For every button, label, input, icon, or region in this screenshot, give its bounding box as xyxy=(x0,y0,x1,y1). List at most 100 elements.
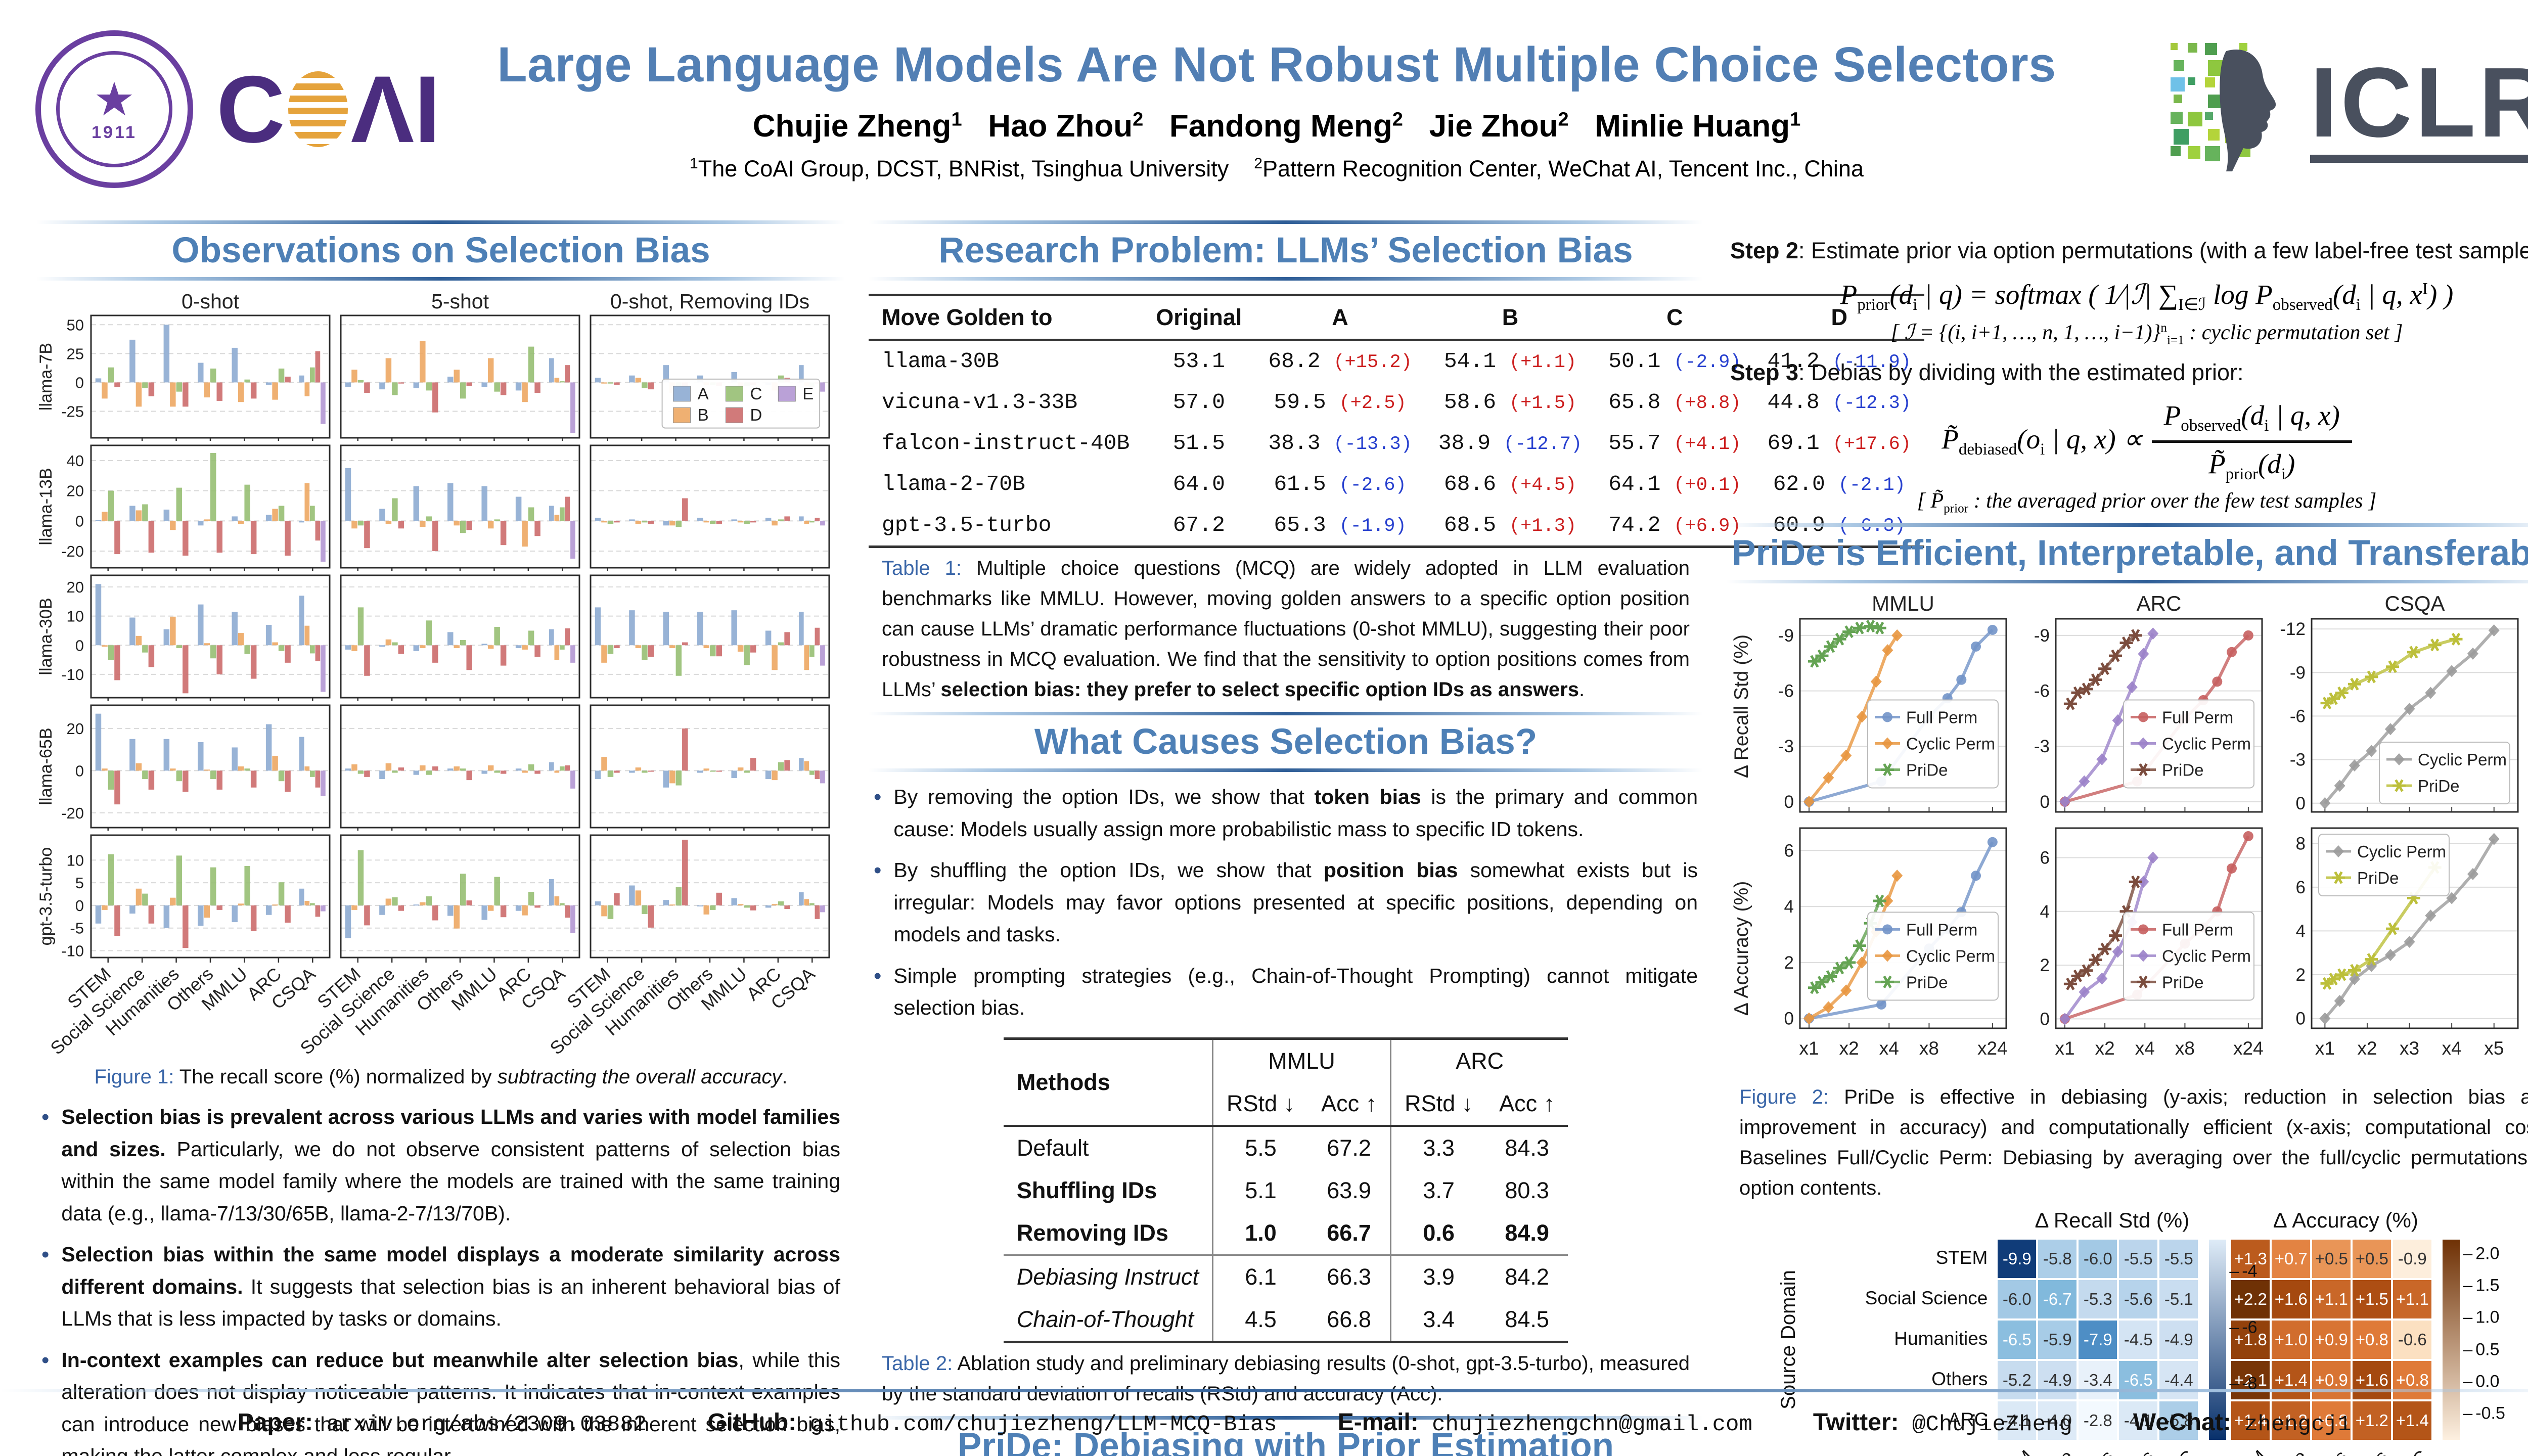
bullet-text: Selection bias is prevalent across vario… xyxy=(61,1105,840,1225)
figure3-row-label: Others xyxy=(1931,1368,1988,1389)
heatmap-cell: +1.6 xyxy=(2272,1280,2311,1318)
svg-text:A: A xyxy=(698,384,709,403)
figure1-row-llama-30B: llama-30B 20 10 0 -10 xyxy=(36,574,830,703)
section-pride-efficient-title: PriDe is Efficient, Interpretable, and T… xyxy=(1732,533,2528,573)
svg-text:0: 0 xyxy=(75,762,84,780)
figure2-caption-text: PriDe is effective in debiasing (y-axis;… xyxy=(1739,1085,2528,1199)
footer-item-value[interactable]: github.com/chujiezheng/LLM-MCQ-Bias xyxy=(796,1412,1277,1437)
table1-col-header: Original xyxy=(1143,294,1255,341)
bullet-icon: • xyxy=(41,1347,50,1373)
colorbar-tick: 0.0 xyxy=(2463,1372,2499,1391)
figure1-row-llama-13B: llama-13B 40 20 0 -20 xyxy=(36,444,830,573)
heatmap-cell: +0.8 xyxy=(2312,1401,2351,1440)
bullet-text: Selection bias within the same model dis… xyxy=(61,1243,840,1331)
table1-col-header: A xyxy=(1255,294,1425,341)
svg-text:-6: -6 xyxy=(2290,706,2306,726)
right-column: Step 2: Estimate prior via option permut… xyxy=(1726,213,2528,1456)
svg-text:x5: x5 xyxy=(2484,1038,2504,1059)
svg-text:PriDe: PriDe xyxy=(2357,869,2399,887)
figure3-row-label: ARC xyxy=(1948,1408,1988,1430)
table1-col-header: C xyxy=(1595,294,1754,341)
figure2-panel: CSQA 0 -3 -6 -9 -12 Cyclic Perm PriDe xyxy=(2280,593,2519,813)
heatmap-cell: -5.9 xyxy=(2038,1320,2077,1359)
footer-item-value[interactable]: zhengcj1 xyxy=(2231,1412,2352,1437)
table2-value-cell: 1.0 xyxy=(1212,1211,1308,1255)
svg-text:6: 6 xyxy=(2296,878,2306,897)
header: ★ 1911 C ΛI Large Language Models Are No… xyxy=(0,0,2528,210)
svg-text:Full Perm: Full Perm xyxy=(1906,708,1977,726)
left-logos: ★ 1911 C ΛI xyxy=(35,30,465,188)
table-row: Debiasing Instruct 6.1 66.3 3.9 84.2 xyxy=(1004,1255,1568,1298)
table2-group-row: Methods MMLU ARC xyxy=(1003,1037,1568,1127)
section-observations: Observations on Selection Bias xyxy=(36,220,845,281)
table2-methods-header: Methods xyxy=(1003,1037,1213,1127)
svg-text:Full Perm: Full Perm xyxy=(2162,708,2233,726)
figure1-column-title: 0-shot xyxy=(182,290,239,313)
table1-value-cell: 58.6 (+1.5) xyxy=(1443,390,1577,415)
footer-item-value[interactable]: chujiezhengchn@gmail.com xyxy=(1418,1412,1752,1437)
table2-value-cell: 66.8 xyxy=(1308,1298,1391,1343)
footer-item-value[interactable]: arxiv.org/abs/2309.03882 xyxy=(313,1412,647,1437)
figure1-caption: Figure 1: The recall score (%) normalize… xyxy=(50,1062,832,1092)
section-pride-title: PriDe: Debiasing with Prior Estimation xyxy=(958,1426,1614,1456)
poster-title: Large Language Models Are Not Robust Mul… xyxy=(497,37,2056,92)
table2-value-cell: 80.3 xyxy=(1505,1177,1549,1203)
table2-value-cell: 67.2 xyxy=(1327,1134,1371,1161)
table1-col-header: Move Golden to xyxy=(869,294,1143,341)
table2-sub-header: RStd ↓ xyxy=(1212,1082,1308,1127)
figure3-heatmaps: Source Domain STEM Social Science Humanitie… xyxy=(1726,1208,2528,1456)
figure1-bar-grid: 0-shot 5-shot 0-shot, Removing IDs llama-7B… xyxy=(36,290,845,1059)
svg-text:PriDe: PriDe xyxy=(1906,760,1948,779)
svg-text:Cyclic Perm: Cyclic Perm xyxy=(1906,946,1995,965)
svg-text:8: 8 xyxy=(2296,834,2306,853)
table1-value-cell: 74.2 (+6.9) xyxy=(1595,505,1754,548)
svg-text:PriDe: PriDe xyxy=(2418,777,2460,795)
table2-sub-header: Acc ↑ xyxy=(1486,1082,1568,1127)
step2-text: : Estimate prior via option permutations… xyxy=(1798,238,2528,263)
svg-text:D: D xyxy=(750,405,762,424)
step2-label: Step 2 xyxy=(1730,238,1799,263)
table1-model-cell: gpt-3.5-turbo xyxy=(869,505,1143,548)
svg-text:E: E xyxy=(802,384,814,403)
figure1-caption-italic: subtracting the overall accuracy xyxy=(497,1066,782,1088)
svg-text:0: 0 xyxy=(2040,1009,2050,1029)
heatmap-cell: +1.4 xyxy=(2231,1401,2270,1440)
heatmap-cell: +1.2 xyxy=(2353,1401,2391,1440)
table2-ablation: Methods MMLU ARC RStd ↓ Acc ↑ RStd ↓ Acc ↑ Defa… xyxy=(1003,1037,1568,1343)
svg-text:-20: -20 xyxy=(61,542,84,560)
author-name: Chujie Zheng1 xyxy=(752,109,962,144)
step3-formula: P̃debiased(oi | q, x) ∝ Pobserved(di | q,… xyxy=(1726,399,2528,484)
svg-text:4: 4 xyxy=(2296,921,2306,941)
footer-item-value[interactable]: @ChujieZheng xyxy=(1899,1412,2072,1437)
step3: Step 3: Debias by dividing with the esti… xyxy=(1730,355,2528,390)
table1-value-cell: 68.2 (+15.2) xyxy=(1268,349,1412,374)
svg-text:0: 0 xyxy=(2296,1009,2306,1028)
table2-method-cell: Chain-of-Thought xyxy=(1003,1298,1213,1343)
colorbar-tick: 1.0 xyxy=(2463,1308,2499,1328)
table1-value-cell: 59.5 (+2.5) xyxy=(1274,390,1407,415)
table2-value-cell: 5.5 xyxy=(1212,1125,1308,1169)
author-name: Hao Zhou2 xyxy=(962,109,1144,144)
table2-sub-header: Acc ↑ xyxy=(1308,1082,1391,1127)
coai-letters-ai: ΛI xyxy=(350,56,441,162)
table1-value-cell: 69.1 (+17.6) xyxy=(1767,431,1911,456)
figure2-panel: 0 2 4 6 x1 x2 x4 x8 x24 Full Perm Cyclic Perm PriDe xyxy=(2040,827,2264,1059)
step3-numerator: Pobserved(di | q, x) xyxy=(2151,399,2352,443)
svg-text:20: 20 xyxy=(67,482,84,500)
heatmap-cell: +1.8 xyxy=(2231,1320,2270,1359)
heatmap-cell: -2.8 xyxy=(2079,1401,2117,1440)
author-name: Minlie Huang1 xyxy=(1568,109,1801,144)
heatmap-cell: +0.7 xyxy=(2272,1239,2311,1278)
svg-text:10: 10 xyxy=(67,851,84,869)
figure2-caption: Figure 2: PriDe is effective in debiasin… xyxy=(1739,1082,2528,1203)
table-row: Shuffling IDs 5.1 63.9 3.7 80.3 xyxy=(1004,1169,1568,1212)
bullet-item: • Simple prompting strategies (e.g., Chai… xyxy=(874,960,1698,1024)
figure1-column-titles: 0-shot 5-shot 0-shot, Removing IDs xyxy=(91,290,845,313)
svg-text:PriDe: PriDe xyxy=(2162,760,2204,779)
table-row: llama-2-70B 64.0 61.5 (-2.6) 68.6 (+4.5) 64.… xyxy=(869,464,1924,505)
table1-caption-end: . xyxy=(1578,678,1585,701)
bullet-icon: • xyxy=(874,785,882,809)
svg-text:x2: x2 xyxy=(1839,1038,1859,1059)
svg-text:-5: -5 xyxy=(70,920,84,937)
